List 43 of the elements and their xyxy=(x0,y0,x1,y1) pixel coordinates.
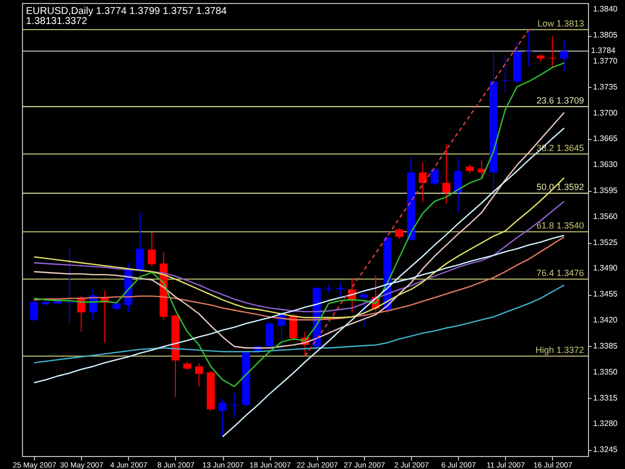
text: 1.38131.3372 xyxy=(26,16,88,27)
candlestick xyxy=(454,157,462,213)
candlestick xyxy=(336,282,344,298)
ref-line-label: 61.8 1.3540 xyxy=(536,220,584,231)
candlestick xyxy=(418,162,427,203)
y-tick-label: 1.3665 xyxy=(593,134,618,144)
ref-line-label: High 1.3372 xyxy=(535,345,584,356)
candlestick xyxy=(30,299,38,323)
candlestick xyxy=(442,144,450,204)
y-tick-label: 1.3595 xyxy=(593,186,618,196)
y-tick-label: 1.3805 xyxy=(593,30,618,40)
y-tick-label: 1.3770 xyxy=(593,56,618,66)
y-tick-label: 1.3455 xyxy=(593,290,618,299)
candlestick xyxy=(360,292,368,327)
candlestick xyxy=(560,40,568,72)
y-tick-label: 1.3245 xyxy=(593,445,618,454)
candlestick xyxy=(524,29,533,68)
y-tick-label: 1.3525 xyxy=(593,238,618,247)
candlestick xyxy=(395,228,404,240)
y-tick-label: 1.3560 xyxy=(593,212,618,221)
candlestick xyxy=(266,322,274,348)
ref-line-label: 1.3784 xyxy=(591,46,616,56)
y-tick-label: 1.3490 xyxy=(593,264,618,273)
line-series xyxy=(304,28,530,357)
candlestick xyxy=(218,398,227,438)
y-tick-label: 1.3350 xyxy=(593,367,618,376)
y-tick-label: 1.3420 xyxy=(593,316,618,325)
y-tick-label: 1.3700 xyxy=(593,108,618,118)
y-tick-label: 1.3735 xyxy=(593,82,618,92)
y-tick-label: 1.3280 xyxy=(593,419,618,428)
ref-line-label: Low 1.3813 xyxy=(537,18,584,29)
ref-line-label: 76.4 1.3476 xyxy=(536,268,584,278)
candlestick xyxy=(194,362,203,387)
y-tick-label: 1.3840 xyxy=(593,4,618,14)
candlestick xyxy=(148,232,156,268)
chart-title: EURUSD,Daily 1.3774 1.3799 1.3757 1.3784 xyxy=(26,6,228,17)
y-tick-label: 1.3315 xyxy=(593,393,618,402)
candlestick xyxy=(136,212,144,274)
ref-line-label: 23.6 1.3709 xyxy=(536,96,584,106)
candlestick xyxy=(65,248,74,324)
y-tick-label: 1.3385 xyxy=(593,341,618,350)
candlestick xyxy=(430,168,439,186)
y-tick-label: 1.3630 xyxy=(593,160,618,170)
